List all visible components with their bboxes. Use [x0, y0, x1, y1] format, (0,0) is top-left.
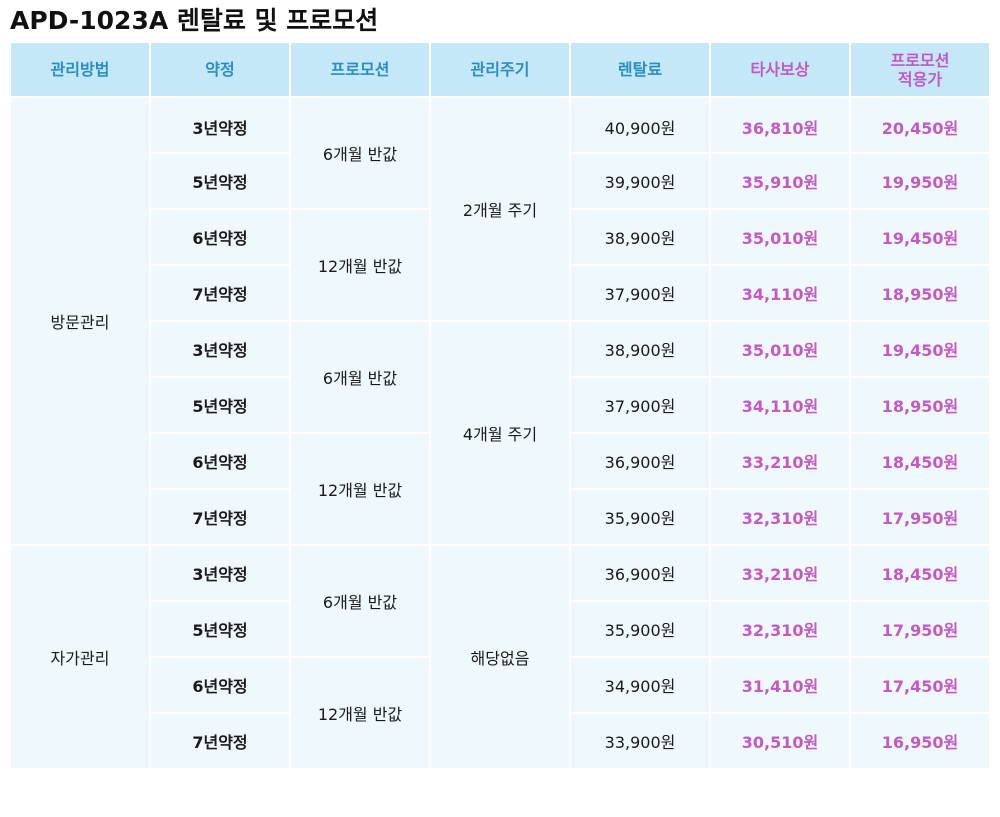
compensation-cell: 30,510원 — [711, 714, 849, 768]
promotion-cell: 12개월 반값 — [291, 434, 429, 544]
fee-cell: 35,900원 — [571, 602, 709, 656]
header-promotion-price-text: 프로모션 적용가 — [890, 50, 950, 89]
table-row: 방문관리 3년약정 6개월 반값 2개월 주기 40,900원 36,810원 … — [11, 98, 989, 544]
compensation-cell: 35,010원 — [711, 210, 849, 264]
term-cell: 7년약정 — [151, 490, 289, 544]
promo-price-cell: 16,950원 — [851, 714, 989, 768]
fee-cell: 37,900원 — [571, 266, 709, 320]
header-promotion: 프로모션 — [291, 43, 429, 96]
fee-cell: 40,900원 — [571, 98, 709, 152]
fee-cell: 34,900원 — [571, 658, 709, 712]
promotion-cell: 12개월 반값 — [291, 658, 429, 768]
header-contract: 약정 — [151, 43, 289, 96]
fee-cell: 33,900원 — [571, 714, 709, 768]
table-row: 6년약정 12개월 반값 34,900원 31,410원 17,450원 — [11, 658, 989, 768]
term-cell: 6년약정 — [151, 658, 289, 712]
promo-price-cell: 17,450원 — [851, 658, 989, 712]
promotion-cell: 12개월 반값 — [291, 210, 429, 320]
cycle-cell: 2개월 주기 — [431, 98, 569, 320]
table-row: 7년약정 35,900원 32,310원 17,950원 — [11, 490, 989, 544]
compensation-cell: 33,210원 — [711, 434, 849, 488]
promo-price-cell: 17,950원 — [851, 490, 989, 544]
term-cell: 6년약정 — [151, 210, 289, 264]
compensation-cell: 31,410원 — [711, 658, 849, 712]
promo-price-cell: 18,450원 — [851, 546, 989, 600]
promo-price-cell: 18,950원 — [851, 266, 989, 320]
term-cell: 7년약정 — [151, 266, 289, 320]
header-rental-fee: 렌탈료 — [571, 43, 709, 96]
table-row: 7년약정 33,900원 30,510원 16,950원 — [11, 714, 989, 768]
term-cell: 3년약정 — [151, 322, 289, 376]
table-row: 5년약정 39,900원 35,910원 19,950원 — [11, 154, 989, 208]
fee-cell: 36,900원 — [571, 434, 709, 488]
term-cell: 5년약정 — [151, 378, 289, 432]
term-cell: 7년약정 — [151, 714, 289, 768]
table-row: 5년약정 35,900원 32,310원 17,950원 — [11, 602, 989, 656]
promo-price-cell: 18,950원 — [851, 378, 989, 432]
header-competitor-compensation: 타사보상 — [711, 43, 849, 96]
promo-price-cell: 18,450원 — [851, 434, 989, 488]
header-promotion-price: 프로모션 적용가 — [851, 43, 989, 96]
promo-price-cell: 19,450원 — [851, 322, 989, 376]
promotion-cell: 6개월 반값 — [291, 322, 429, 432]
promo-price-cell: 17,950원 — [851, 602, 989, 656]
fee-cell: 37,900원 — [571, 378, 709, 432]
promotion-cell: 6개월 반값 — [291, 546, 429, 656]
term-cell: 5년약정 — [151, 154, 289, 208]
term-cell: 3년약정 — [151, 98, 289, 152]
table-row: 자가관리 3년약정 6개월 반값 해당없음 36,900원 33,210원 18… — [11, 546, 989, 768]
cycle-cell: 해당없음 — [431, 546, 569, 768]
method-cell: 자가관리 — [11, 546, 149, 768]
fee-cell: 39,900원 — [571, 154, 709, 208]
compensation-cell: 34,110원 — [711, 378, 849, 432]
cycle-cell: 4개월 주기 — [431, 322, 569, 544]
fee-cell: 35,900원 — [571, 490, 709, 544]
method-cell: 방문관리 — [11, 98, 149, 544]
header-row: 관리방법 약정 프로모션 관리주기 렌탈료 타사보상 프로모션 적용가 — [11, 43, 989, 96]
page-title: APD-1023A 렌탈료 및 프로모션 — [10, 6, 379, 35]
promo-price-cell: 20,450원 — [851, 98, 989, 152]
compensation-cell: 36,810원 — [711, 98, 849, 152]
promotion-cell: 6개월 반값 — [291, 98, 429, 208]
table-row: 6년약정 12개월 반값 38,900원 35,010원 19,450원 — [11, 210, 989, 320]
compensation-cell: 35,010원 — [711, 322, 849, 376]
table-row: 7년약정 37,900원 34,110원 18,950원 — [11, 266, 989, 320]
rental-table: 관리방법 약정 프로모션 관리주기 렌탈료 타사보상 프로모션 적용가 방문관리… — [9, 41, 991, 770]
fee-cell: 38,900원 — [571, 210, 709, 264]
header-management-method: 관리방법 — [11, 43, 149, 96]
promo-price-cell: 19,450원 — [851, 210, 989, 264]
compensation-cell: 32,310원 — [711, 490, 849, 544]
term-cell: 3년약정 — [151, 546, 289, 600]
term-cell: 5년약정 — [151, 602, 289, 656]
table-row: 3년약정 6개월 반값 4개월 주기 38,900원 35,010원 19,45… — [11, 322, 989, 544]
term-cell: 6년약정 — [151, 434, 289, 488]
promo-price-cell: 19,950원 — [851, 154, 989, 208]
compensation-cell: 32,310원 — [711, 602, 849, 656]
compensation-cell: 33,210원 — [711, 546, 849, 600]
table-row: 6년약정 12개월 반값 36,900원 33,210원 18,450원 — [11, 434, 989, 544]
compensation-cell: 34,110원 — [711, 266, 849, 320]
table-row: 5년약정 37,900원 34,110원 18,950원 — [11, 378, 989, 432]
fee-cell: 38,900원 — [571, 322, 709, 376]
fee-cell: 36,900원 — [571, 546, 709, 600]
compensation-cell: 35,910원 — [711, 154, 849, 208]
header-management-cycle: 관리주기 — [431, 43, 569, 96]
